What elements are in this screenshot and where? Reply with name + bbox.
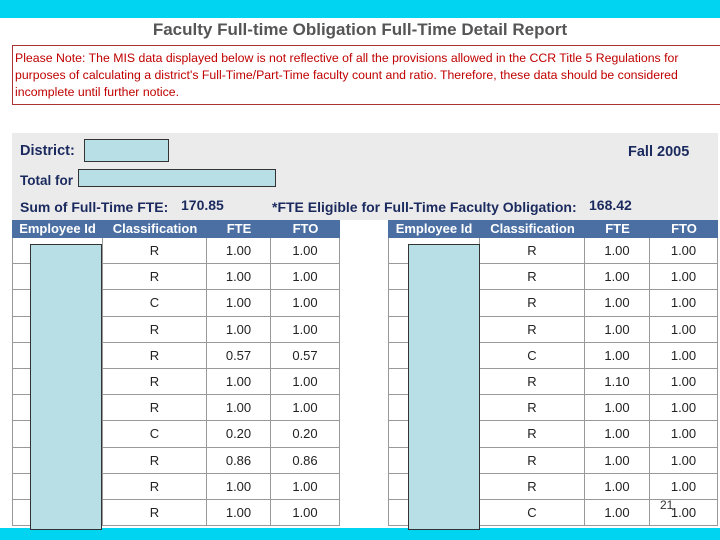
table-cell: 1.00 bbox=[585, 447, 650, 474]
table-cell: R bbox=[480, 473, 585, 500]
table-cell: 1.00 bbox=[650, 395, 718, 422]
table-cell: 1.00 bbox=[207, 264, 271, 291]
table-cell: 1.00 bbox=[650, 500, 718, 527]
header-bar bbox=[12, 220, 340, 238]
table-cell: R bbox=[103, 395, 207, 422]
table-cell: 1.00 bbox=[585, 342, 650, 369]
term: Fall 2005 bbox=[628, 144, 690, 160]
district-label: District: bbox=[20, 143, 75, 159]
fte-value: 170.85 bbox=[181, 197, 224, 213]
column-header: Classification bbox=[490, 221, 575, 236]
table-cell: 1.00 bbox=[207, 290, 271, 317]
table-cell: C bbox=[103, 421, 207, 448]
table-cell: 1.00 bbox=[585, 473, 650, 500]
table-cell: C bbox=[480, 342, 585, 369]
table-cell: 1.00 bbox=[207, 238, 271, 265]
table-cell: 1.00 bbox=[650, 421, 718, 448]
table-cell: 1.00 bbox=[207, 395, 271, 422]
eligible-label: *FTE Eligible for Full-Time Faculty Obli… bbox=[272, 199, 577, 215]
header-bar bbox=[388, 220, 718, 238]
table-cell: 1.00 bbox=[207, 473, 271, 500]
table-cell: C bbox=[480, 500, 585, 527]
table-cell: 1.00 bbox=[271, 238, 340, 265]
table-cell: 0.86 bbox=[207, 447, 271, 474]
page-number: 21 bbox=[660, 498, 674, 512]
table-cell: R bbox=[480, 421, 585, 448]
table-cell: R bbox=[480, 447, 585, 474]
table-cell: 1.10 bbox=[585, 369, 650, 396]
table-cell: 0.57 bbox=[271, 342, 340, 369]
column-header: Employee Id bbox=[395, 221, 473, 236]
redaction bbox=[30, 244, 102, 530]
table-cell: 0.57 bbox=[207, 342, 271, 369]
table-cell: 1.00 bbox=[585, 264, 650, 291]
table-cell: R bbox=[480, 395, 585, 422]
column-header: Employee Id bbox=[19, 221, 96, 236]
table-cell: 1.00 bbox=[271, 290, 340, 317]
table-cell: 1.00 bbox=[650, 316, 718, 343]
table-cell: 0.20 bbox=[207, 421, 271, 448]
table-cell: 1.00 bbox=[650, 264, 718, 291]
note-line: purposes of calculating a district's Ful… bbox=[15, 68, 678, 82]
eligible-value: 168.42 bbox=[589, 197, 632, 213]
table-cell: 1.00 bbox=[585, 395, 650, 422]
table-cell: R bbox=[103, 473, 207, 500]
table-cell: 0.86 bbox=[271, 447, 340, 474]
table-cell: R bbox=[103, 316, 207, 343]
table-cell: R bbox=[480, 290, 585, 317]
table-cell: R bbox=[103, 342, 207, 369]
table-cell: 0.20 bbox=[271, 421, 340, 448]
table-cell: R bbox=[480, 316, 585, 343]
table-cell: 1.00 bbox=[650, 238, 718, 265]
redaction bbox=[408, 244, 480, 530]
column-header: Classification bbox=[112, 221, 198, 236]
table-cell: R bbox=[480, 238, 585, 265]
table-cell: R bbox=[103, 264, 207, 291]
table-cell: 1.00 bbox=[271, 264, 340, 291]
table-cell: R bbox=[103, 500, 207, 527]
column-header: FTO bbox=[671, 221, 697, 236]
table-cell: 1.00 bbox=[207, 500, 271, 527]
column-header: FTE bbox=[605, 221, 630, 236]
total-label: Total for bbox=[20, 173, 73, 188]
table-cell: 1.00 bbox=[271, 473, 340, 500]
table-cell: R bbox=[103, 238, 207, 265]
fte-label: Sum of Full-Time FTE: bbox=[20, 199, 169, 215]
table-cell: 1.00 bbox=[271, 500, 340, 527]
table-cell: 1.00 bbox=[271, 316, 340, 343]
table-cell: 1.00 bbox=[650, 369, 718, 396]
note-box: Please Note: The MIS data displayed belo… bbox=[12, 45, 720, 105]
table-cell: 1.00 bbox=[271, 369, 340, 396]
table-cell: R bbox=[480, 264, 585, 291]
bottom-bar bbox=[0, 528, 720, 540]
report-title: Faculty Full-time Obligation Full-Time D… bbox=[152, 20, 568, 39]
table-cell: 1.00 bbox=[585, 500, 650, 527]
table-cell: 1.00 bbox=[271, 395, 340, 422]
table-cell: R bbox=[480, 369, 585, 396]
table-cell: 1.00 bbox=[650, 447, 718, 474]
table-cell: 1.00 bbox=[585, 238, 650, 265]
table-cell: 1.00 bbox=[207, 369, 271, 396]
redaction bbox=[84, 139, 169, 162]
table-cell: C bbox=[103, 290, 207, 317]
column-header: FTE bbox=[226, 221, 252, 236]
table-cell: 1.00 bbox=[207, 316, 271, 343]
top-bar bbox=[0, 0, 720, 18]
table-cell: 1.00 bbox=[650, 473, 718, 500]
table-cell: 1.00 bbox=[650, 290, 718, 317]
table-cell: 1.00 bbox=[585, 421, 650, 448]
column-header: FTO bbox=[292, 221, 319, 236]
table-cell: 1.00 bbox=[585, 316, 650, 343]
table-cell: R bbox=[103, 369, 207, 396]
note-line: Please Note: The MIS data displayed belo… bbox=[15, 51, 679, 65]
table-cell: 1.00 bbox=[650, 342, 718, 369]
note-line: incomplete until further notice. bbox=[15, 85, 180, 99]
table-cell: 1.00 bbox=[585, 290, 650, 317]
table-cell: R bbox=[103, 447, 207, 474]
redaction bbox=[78, 169, 276, 187]
